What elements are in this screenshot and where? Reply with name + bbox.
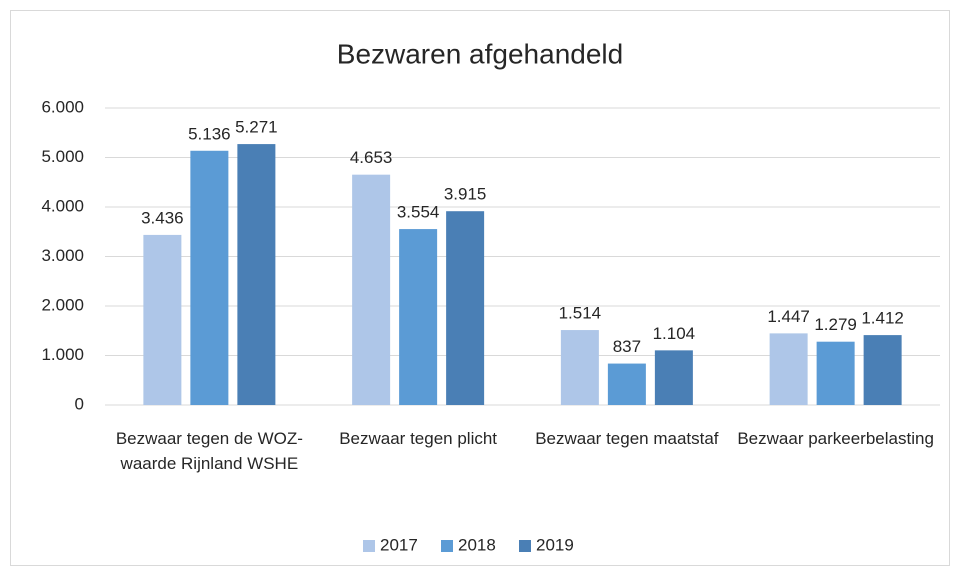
bar <box>143 234 182 405</box>
data-label: 5.271 <box>235 118 278 137</box>
bar <box>769 333 808 405</box>
x-tick-label: Bezwaar tegen maatstaf <box>535 429 719 448</box>
data-label: 1.447 <box>767 307 810 326</box>
bar <box>190 150 229 405</box>
data-label: 3.554 <box>397 203 440 222</box>
bar <box>446 211 485 405</box>
data-label: 1.104 <box>653 324 696 343</box>
data-label: 1.412 <box>861 309 904 328</box>
bar <box>816 341 855 405</box>
y-tick-label: 5.000 <box>41 147 84 166</box>
y-tick-label: 0 <box>75 394 84 413</box>
legend-label: 2017 <box>380 535 418 554</box>
y-tick-label: 4.000 <box>41 196 84 215</box>
x-tick-label: Bezwaar parkeerbelasting <box>737 429 934 448</box>
legend-swatch <box>441 540 453 552</box>
y-tick-label: 2.000 <box>41 295 84 314</box>
legend-label: 2018 <box>458 535 496 554</box>
legend-label: 2019 <box>536 535 574 554</box>
data-label: 5.136 <box>188 124 231 143</box>
x-tick-label: Bezwaar tegen plicht <box>339 429 498 448</box>
y-tick-label: 3.000 <box>41 246 84 265</box>
data-label: 4.653 <box>350 148 393 167</box>
bar <box>237 144 276 405</box>
bar <box>607 363 646 405</box>
legend-swatch <box>363 540 375 552</box>
y-tick-label: 1.000 <box>41 345 84 364</box>
bar <box>654 350 693 405</box>
legend-swatch <box>519 540 531 552</box>
bar <box>560 330 599 405</box>
data-label: 3.915 <box>444 185 487 204</box>
data-label: 1.514 <box>559 304 602 323</box>
data-label: 837 <box>613 337 641 356</box>
bar <box>352 174 391 405</box>
chart-title: Bezwaren afgehandeld <box>337 38 623 69</box>
data-label: 1.279 <box>814 315 857 334</box>
bar <box>863 335 902 405</box>
y-tick-label: 6.000 <box>41 97 84 116</box>
data-label: 3.436 <box>141 208 184 227</box>
bar <box>399 229 438 405</box>
x-tick-label: Bezwaar tegen de WOZ-waarde Rijnland WSH… <box>115 429 303 473</box>
